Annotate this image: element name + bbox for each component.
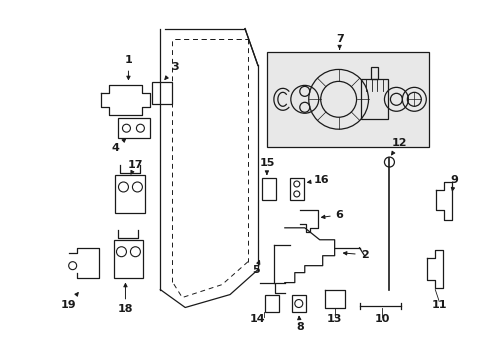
Text: 19: 19 [61, 293, 78, 310]
Text: 2: 2 [343, 250, 367, 260]
Bar [370, 67, 378, 80]
Text: 3: 3 [164, 62, 179, 80]
Text: 6: 6 [321, 210, 343, 220]
Text: 13: 13 [326, 314, 342, 324]
Text: 16: 16 [307, 175, 329, 185]
Text: 5: 5 [252, 261, 259, 275]
Text: 8: 8 [295, 316, 303, 332]
Text: 1: 1 [124, 55, 132, 80]
Text: 12: 12 [391, 138, 407, 155]
Text: 7: 7 [335, 33, 343, 49]
Bar [115, 175, 145, 213]
Bar [152, 82, 172, 104]
Text: 11: 11 [430, 300, 446, 310]
Bar [113, 240, 143, 278]
Bar [360, 80, 387, 119]
Text: 9: 9 [449, 175, 457, 191]
Text: 15: 15 [259, 158, 274, 174]
Bar [266, 53, 428, 147]
Bar [289, 178, 303, 200]
Text: 4: 4 [111, 139, 125, 153]
Text: 18: 18 [118, 283, 133, 315]
Bar [118, 118, 150, 138]
Text: 14: 14 [250, 314, 265, 324]
Bar [291, 294, 305, 312]
Text: 17: 17 [127, 160, 143, 174]
Text: 10: 10 [374, 314, 389, 324]
Bar [264, 294, 278, 312]
Bar [262, 178, 275, 200]
